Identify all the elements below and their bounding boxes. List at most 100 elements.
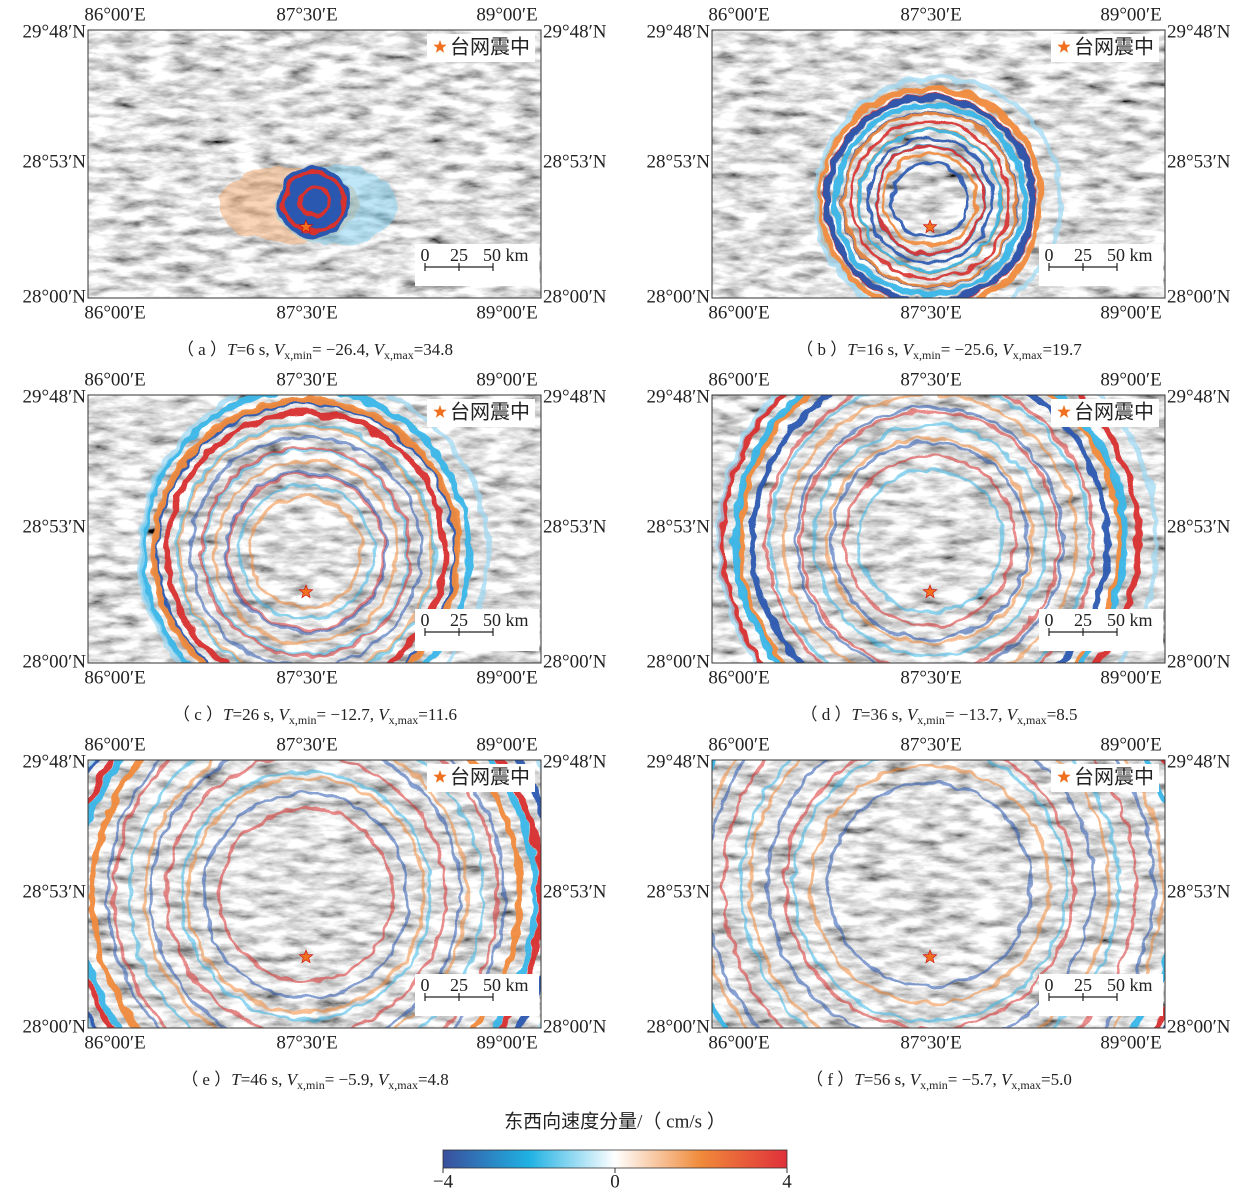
caption-run: =19.7 — [1042, 340, 1082, 359]
lat-label: 29°48′N — [543, 386, 607, 407]
caption-run: x,max — [1011, 1078, 1041, 1092]
caption: （ c ）T=26 s, Vx,min= −12.7, Vx,max=11.6 — [173, 705, 457, 727]
wavefield — [218, 165, 396, 245]
lon-label: 89°00′E — [476, 1032, 537, 1053]
lat-label: 29°48′N — [23, 21, 87, 42]
lat-label: 28°00′N — [23, 1016, 87, 1037]
caption-run: x,min — [920, 1078, 948, 1092]
caption-run: （ b ） — [796, 340, 847, 359]
caption-run: = −25.6, — [941, 340, 1003, 359]
caption-run: x,max — [384, 348, 414, 362]
scale-label: 50 km — [1107, 610, 1153, 630]
lat-label: 29°48′N — [647, 386, 711, 407]
lat-label: 28°00′N — [543, 286, 607, 307]
lat-label: 29°48′N — [543, 751, 607, 772]
map-panel: 台网震中 0 25 50 km 86°00′E 86°00′E 87°30′E 87°30′E… — [23, 369, 607, 726]
lat-label: 29°48′N — [647, 751, 711, 772]
caption-run: x,max — [1013, 348, 1043, 362]
caption-run: = −26.4, — [312, 340, 374, 359]
scale-label: 50 km — [483, 975, 529, 995]
lon-label: 86°00′E — [84, 369, 145, 390]
scale-label: 25 — [1074, 245, 1092, 265]
lat-label: 28°00′N — [647, 286, 711, 307]
caption-run: x,max — [1017, 713, 1047, 727]
caption-run: =26 s, — [233, 705, 279, 724]
caption-run: = −13.7, — [945, 705, 1007, 724]
colorbar-title: 东西向速度分量/（ cm/s ） — [504, 1110, 726, 1132]
lat-label: 28°00′N — [543, 1016, 607, 1037]
lat-label: 28°53′N — [543, 516, 607, 537]
lat-label: 28°00′N — [1167, 651, 1231, 672]
legend-label: 台网震中 — [450, 36, 530, 59]
lon-label: 87°30′E — [276, 734, 337, 755]
lat-label: 28°00′N — [1167, 1016, 1231, 1037]
figure: 台网震中 0 25 50 km 86°00′E 86°00′E 87°30′E 87°30′E… — [0, 0, 1253, 1194]
page: { "axes": { "lon_labels": ["86°00′E", "8… — [0, 0, 1253, 1194]
caption: （ b ）T=16 s, Vx,min= −25.6, Vx,max=19.7 — [796, 340, 1082, 362]
lon-label: 87°30′E — [900, 667, 961, 688]
scale-label: 0 — [1045, 975, 1054, 995]
colorbar-tick-label: 4 — [782, 1171, 792, 1192]
caption-run: （ d ） — [800, 705, 851, 724]
lon-label: 87°30′E — [900, 369, 961, 390]
caption-run: =8.5 — [1047, 705, 1078, 724]
lon-label: 87°30′E — [276, 302, 337, 323]
scale-label: 0 — [1045, 610, 1054, 630]
lon-label: 86°00′E — [708, 1032, 769, 1053]
lat-label: 28°53′N — [23, 881, 87, 902]
lat-label: 29°48′N — [1167, 386, 1231, 407]
scale-label: 50 km — [483, 610, 529, 630]
colorbar-tick-label: 0 — [610, 1171, 620, 1192]
lon-label: 86°00′E — [84, 667, 145, 688]
lon-label: 89°00′E — [1100, 302, 1161, 323]
lon-label: 89°00′E — [1100, 667, 1161, 688]
lon-label: 87°30′E — [276, 667, 337, 688]
caption-run: x,min — [297, 1078, 325, 1092]
lon-label: 89°00′E — [476, 302, 537, 323]
lat-label: 29°48′N — [23, 386, 87, 407]
lat-label: 28°53′N — [647, 151, 711, 172]
lat-label: 29°48′N — [1167, 21, 1231, 42]
scale-label: 0 — [421, 610, 430, 630]
lon-label: 87°30′E — [276, 4, 337, 25]
caption-run: = −12.7, — [317, 705, 379, 724]
lon-label: 87°30′E — [900, 302, 961, 323]
lat-label: 28°53′N — [1167, 151, 1231, 172]
legend-label: 台网震中 — [1074, 766, 1154, 789]
lon-label: 87°30′E — [276, 369, 337, 390]
scale-label: 25 — [1074, 975, 1092, 995]
caption: （ e ）T=46 s, Vx,min= −5.9, Vx,max=4.8 — [181, 1070, 449, 1092]
lon-label: 86°00′E — [708, 667, 769, 688]
lon-label: 87°30′E — [276, 1032, 337, 1053]
lat-label: 28°53′N — [1167, 881, 1231, 902]
scale-label: 50 km — [1107, 975, 1153, 995]
colorbar — [443, 1150, 787, 1168]
lon-label: 87°30′E — [900, 1032, 961, 1053]
caption-run: =4.8 — [418, 1070, 449, 1089]
caption-run: x,min — [913, 348, 941, 362]
lat-label: 28°53′N — [543, 151, 607, 172]
lat-label: 29°48′N — [1167, 751, 1231, 772]
lat-label: 28°53′N — [647, 881, 711, 902]
legend-label: 台网震中 — [450, 401, 530, 424]
lat-label: 28°00′N — [543, 651, 607, 672]
lat-label: 28°53′N — [543, 881, 607, 902]
scale-label: 25 — [450, 610, 468, 630]
caption-run: =11.6 — [418, 705, 457, 724]
scale-label: 0 — [1045, 245, 1054, 265]
caption-run: =36 s, — [861, 705, 907, 724]
lat-label: 28°00′N — [23, 286, 87, 307]
scale-label: 0 — [421, 975, 430, 995]
caption-run: =16 s, — [857, 340, 903, 359]
lat-label: 29°48′N — [647, 21, 711, 42]
caption-run: =46 s, — [241, 1070, 287, 1089]
lon-label: 86°00′E — [84, 1032, 145, 1053]
caption-run: x,min — [917, 713, 945, 727]
legend-label: 台网震中 — [1074, 36, 1154, 59]
lon-label: 89°00′E — [1100, 734, 1161, 755]
caption-run: x,min — [284, 348, 312, 362]
caption: （ f ）T=56 s, Vx,min= −5.7, Vx,max=5.0 — [806, 1070, 1072, 1092]
